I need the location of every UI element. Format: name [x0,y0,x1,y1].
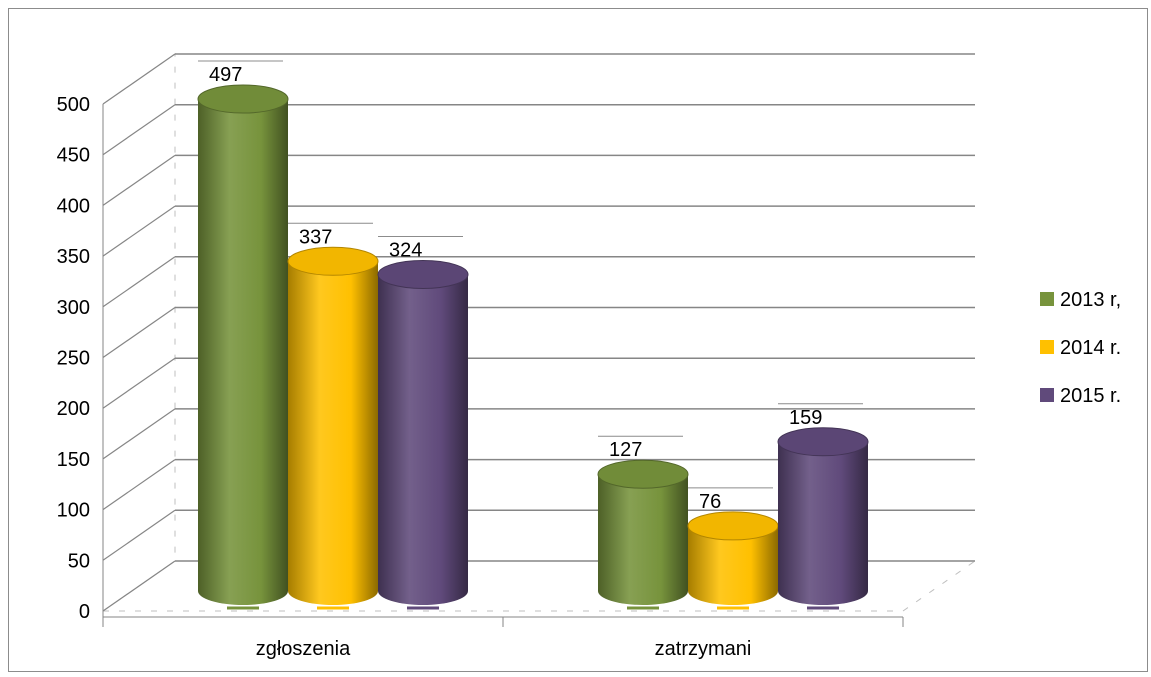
y-tick-label: 300 [57,297,90,319]
bar-body [288,261,378,605]
bar [377,259,469,610]
gridline-depth [102,154,176,206]
bar [777,427,869,610]
y-tick-label: 100 [57,500,90,522]
bars [197,84,869,610]
y-tick-label: 250 [57,348,90,370]
gridline-depth [102,357,176,409]
y-tick-label: 350 [57,246,90,268]
legend-label: 2014 r. [1060,337,1121,359]
y-tick-label: 50 [68,550,90,572]
data-labels: 497 337 324 127 76 159 [198,60,863,513]
legend-swatch [1040,340,1054,354]
bar-body [598,474,688,605]
bar-top [197,84,289,114]
y-axis: 0 50 100 150 200 250 300 350 400 450 500 [57,94,104,623]
gridline-depth [102,459,176,511]
y-tick-label: 500 [57,94,90,116]
bar [597,459,689,610]
bar-body [198,99,288,606]
bar-top [377,259,469,289]
data-label: 337 [299,226,332,248]
bar-body [378,274,468,605]
data-label: 127 [609,439,642,461]
data-label: 76 [699,491,721,513]
y-tick-label: 450 [57,145,90,167]
category-label: zgłoszenia [256,638,351,660]
legend-swatch [1040,292,1054,306]
bar [197,84,289,610]
data-label: 497 [209,64,242,86]
bar-top [687,511,779,541]
legend: 2013 r, 2014 r. 2015 r. [1040,289,1121,407]
legend-item: 2013 r, [1040,289,1121,311]
data-label: 324 [389,239,422,261]
gridline-depth [102,307,176,358]
legend-item: 2014 r. [1040,337,1121,359]
bar-top [287,246,379,276]
bar-body [688,525,778,605]
legend-swatch [1040,388,1054,402]
gridline-depth [102,509,176,561]
gridline-depth [102,104,176,156]
data-label: 159 [789,407,822,429]
y-tick-label: 0 [79,601,90,623]
bar [687,511,779,610]
gridline-depth [102,53,176,105]
gridline-depth [102,408,176,460]
legend-item: 2015 r. [1040,385,1121,407]
bar-body [778,441,868,605]
gridline-depth [102,256,176,308]
legend-label: 2013 r, [1060,289,1121,311]
gridline-depth [102,205,176,257]
bar [287,246,379,610]
legend-label: 2015 r. [1060,385,1121,407]
category-label: zatrzymani [655,638,752,660]
gridline-depth [102,560,176,612]
bar-top [597,459,689,489]
x-axis: zgłoszenia zatrzymani [102,616,904,660]
y-tick-label: 400 [57,195,90,217]
bar-top [777,427,869,457]
y-tick-label: 200 [57,398,90,420]
y-tick-label: 150 [57,449,90,471]
